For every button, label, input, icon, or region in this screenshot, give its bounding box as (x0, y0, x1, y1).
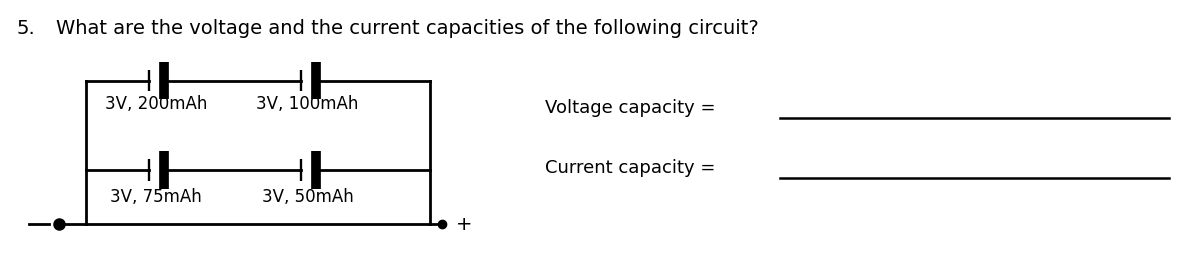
Text: 5.: 5. (17, 19, 35, 38)
Text: +: + (456, 215, 473, 234)
Text: 3V, 100mAh: 3V, 100mAh (257, 95, 359, 114)
Text: Current capacity =: Current capacity = (545, 159, 715, 177)
Text: 3V, 75mAh: 3V, 75mAh (110, 187, 202, 206)
Text: 3V, 50mAh: 3V, 50mAh (262, 187, 354, 206)
Text: Voltage capacity =: Voltage capacity = (545, 99, 715, 117)
Text: What are the voltage and the current capacities of the following circuit?: What are the voltage and the current cap… (56, 19, 760, 38)
Text: 3V, 200mAh: 3V, 200mAh (104, 95, 208, 114)
